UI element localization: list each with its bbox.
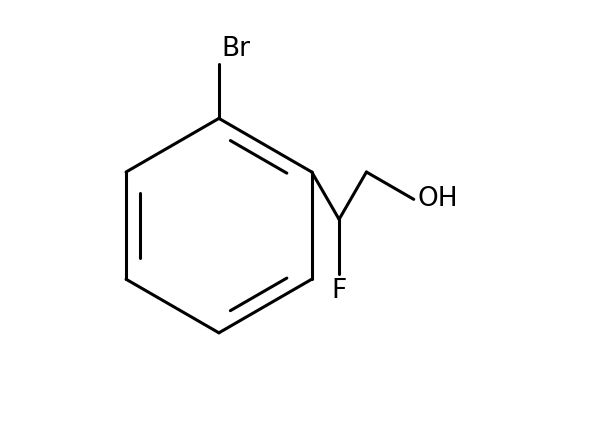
Text: F: F — [331, 278, 347, 304]
Text: OH: OH — [417, 186, 458, 212]
Text: Br: Br — [221, 36, 250, 62]
